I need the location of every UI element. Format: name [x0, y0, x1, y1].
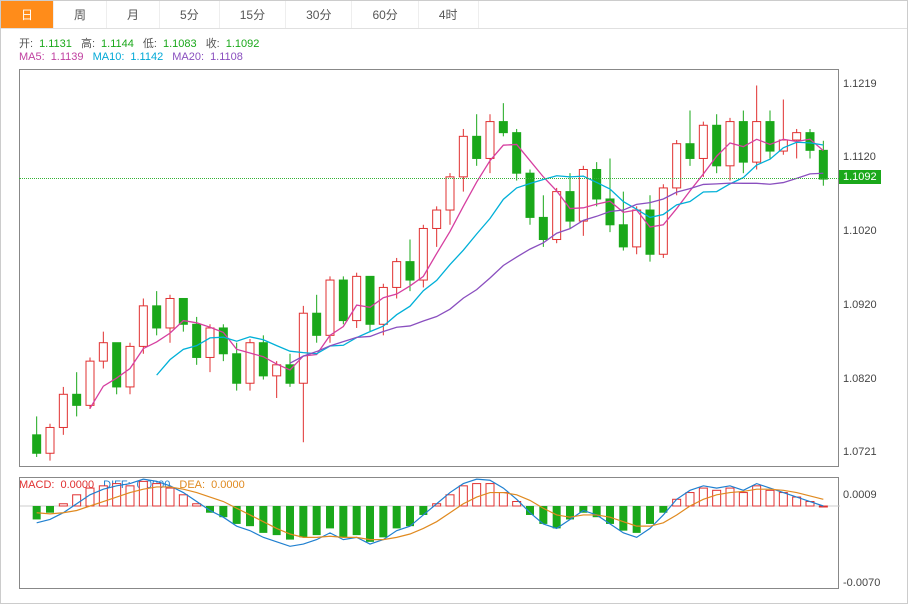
current-price-line [19, 178, 839, 179]
macd-axis: -0.0070 0.0009 [843, 477, 905, 589]
current-price-value: 1.1092 [843, 171, 877, 183]
high-value: 1.1144 [101, 38, 134, 50]
ma10-value: 1.1142 [130, 51, 163, 63]
close-label: 收: [206, 38, 220, 50]
price-tick: 1.0721 [843, 446, 877, 458]
tab-30分[interactable]: 30分 [286, 1, 352, 28]
price-tick: 1.0920 [843, 299, 877, 311]
ma10-label: MA10: [93, 51, 125, 63]
ma20-label: MA20: [172, 51, 204, 63]
price-tick: 1.1219 [843, 78, 877, 90]
ma20-value: 1.1108 [210, 51, 243, 63]
low-label: 低: [143, 38, 157, 50]
current-price-tag: 1.1092 [839, 170, 881, 184]
macd-tick: 0.0009 [843, 489, 877, 501]
tab-15分[interactable]: 15分 [220, 1, 286, 28]
tab-日[interactable]: 日 [1, 1, 54, 28]
tab-5分[interactable]: 5分 [160, 1, 220, 28]
ma5-label: MA5: [19, 51, 45, 63]
macd-tick: -0.0070 [843, 577, 880, 589]
price-axis: 1.0721 1.0820 1.0920 1.1020 1.1120 1.1219 [843, 69, 905, 467]
ma-info: MA5: 1.1139 MA10: 1.1142 MA20: 1.1108 [19, 51, 249, 63]
ohlc-info: 开: 1.1131 高: 1.1144 低: 1.1083 收: 1.1092 [19, 35, 265, 51]
close-value: 1.1092 [226, 38, 260, 50]
macd-chart[interactable] [19, 477, 839, 589]
price-tick: 1.1020 [843, 225, 877, 237]
open-value: 1.1131 [39, 38, 72, 50]
open-label: 开: [19, 38, 33, 50]
price-tick: 1.0820 [843, 373, 877, 385]
tab-60分[interactable]: 60分 [352, 1, 418, 28]
tab-周[interactable]: 周 [54, 1, 107, 28]
high-label: 高: [81, 38, 95, 50]
tab-4时[interactable]: 4时 [419, 1, 479, 28]
price-tick: 1.1120 [843, 151, 876, 163]
low-value: 1.1083 [163, 38, 197, 50]
ma5-value: 1.1139 [51, 51, 84, 63]
timeframe-tabs: 日周月5分15分30分60分4时 [1, 1, 907, 29]
candlestick-chart[interactable] [19, 69, 839, 467]
tab-月[interactable]: 月 [107, 1, 160, 28]
